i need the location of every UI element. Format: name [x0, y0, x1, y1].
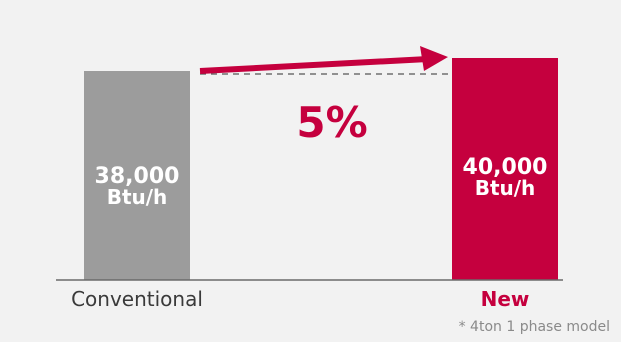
arrow-head	[420, 46, 448, 71]
footnote: * 4ton 1 phase model	[459, 319, 610, 335]
bar-unit-label-new: Btu/h	[475, 176, 536, 200]
increase-arrow	[200, 46, 448, 71]
arrow-shaft	[200, 59, 428, 71]
category-label-conventional: Conventional	[71, 287, 203, 311]
increase-percent-label: 5%	[296, 98, 367, 147]
bar-unit-label-conventional: Btu/h	[107, 185, 168, 209]
category-label-new: New	[481, 287, 530, 311]
